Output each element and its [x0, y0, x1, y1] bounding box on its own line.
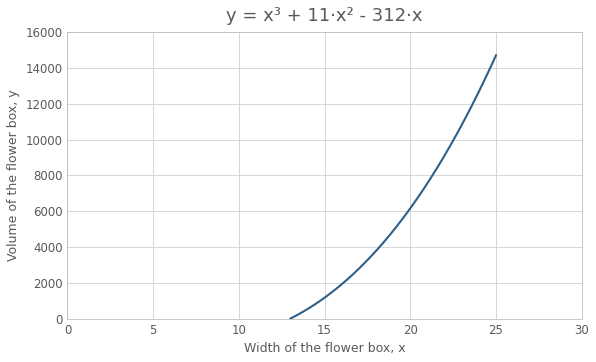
- Y-axis label: Volume of the flower box, y: Volume of the flower box, y: [7, 89, 20, 261]
- Title: y = x³ + 11·x² - 312·x: y = x³ + 11·x² - 312·x: [226, 7, 423, 25]
- X-axis label: Width of the flower box, x: Width of the flower box, x: [244, 342, 405, 355]
